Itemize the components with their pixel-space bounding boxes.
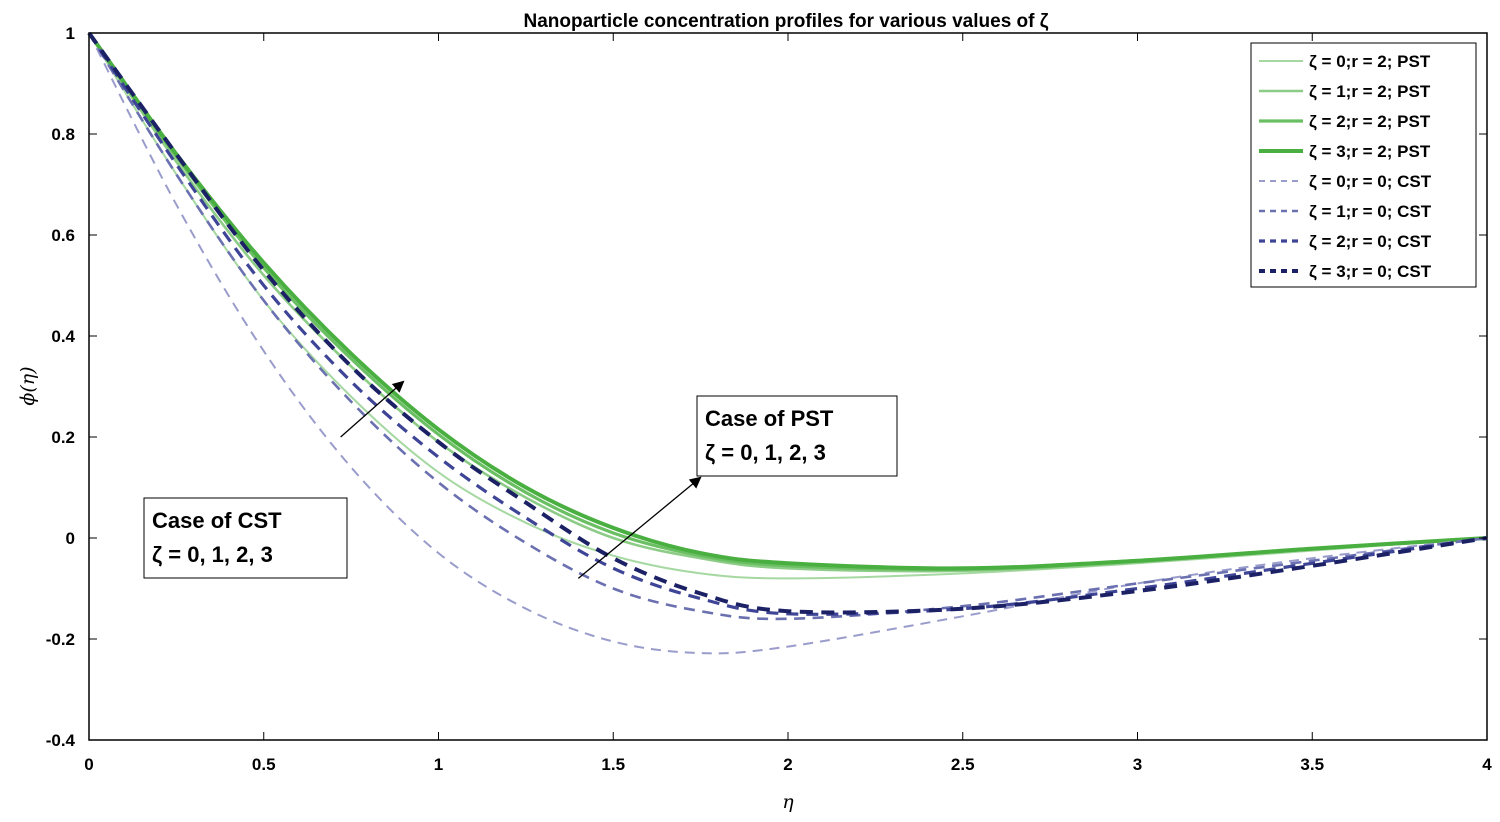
x-tick-label: 3 <box>1133 755 1142 774</box>
y-tick-label: 1 <box>66 24 75 43</box>
x-tick-label: 1.5 <box>601 755 625 774</box>
annotation-arrow <box>577 476 702 579</box>
annotation-box <box>143 497 348 579</box>
series-line <box>87 32 1488 621</box>
legend-item[interactable]: ζ = 2;r = 0; CST <box>1259 232 1432 251</box>
series-line <box>87 32 1488 616</box>
x-tick-label: 2.5 <box>951 755 975 774</box>
legend-item[interactable]: ζ = 1;r = 0; CST <box>1259 202 1432 221</box>
y-tick-label: 0.4 <box>51 327 75 346</box>
legend-box <box>1250 42 1477 288</box>
x-tick-label: 1 <box>434 755 443 774</box>
annotation-text: ζ = 0, 1, 2, 3 <box>152 542 273 567</box>
y-tick-label: 0.8 <box>51 125 75 144</box>
y-tick-label: 0 <box>66 529 75 548</box>
y-tick-label: 0.6 <box>51 226 75 245</box>
annotation-arrow <box>340 380 405 438</box>
x-tick-label: 0.5 <box>252 755 276 774</box>
legend-item[interactable]: ζ = 3;r = 2; PST <box>1259 142 1431 161</box>
series-line <box>87 31 1488 615</box>
x-tick-label: 0 <box>84 755 93 774</box>
legend-label: ζ = 2;r = 0; CST <box>1309 232 1432 251</box>
x-axis-label: η <box>782 791 794 813</box>
annotation-box <box>696 395 898 477</box>
legend-item[interactable]: ζ = 3;r = 0; CST <box>1259 262 1432 281</box>
chart-title: Nanoparticle concentration profiles for … <box>523 11 1048 32</box>
annotations: Case of PST ζ = 0, 1, 2, 3 Case of CST ζ = … <box>143 380 898 579</box>
legend-label: ζ = 3;r = 2; PST <box>1309 142 1431 161</box>
annotation: Case of PST ζ = 0, 1, 2, 3 <box>577 395 898 579</box>
y-axis-label: ϕ(η) <box>17 366 39 405</box>
annotation-text: Case of CST <box>152 508 282 533</box>
legend-item[interactable]: ζ = 0;r = 0; CST <box>1259 172 1432 191</box>
annotation: Case of CST ζ = 0, 1, 2, 3 <box>143 380 405 579</box>
legend[interactable]: ζ = 0;r = 2; PST ζ = 1;r = 2; PST ζ = 2;r … <box>1250 42 1477 288</box>
x-tick-label: 4 <box>1482 755 1492 774</box>
legend-item[interactable]: ζ = 2;r = 2; PST <box>1259 112 1431 131</box>
legend-label: ζ = 0;r = 0; CST <box>1309 172 1432 191</box>
legend-label: ζ = 3;r = 0; CST <box>1309 262 1432 281</box>
x-tick-label: 2 <box>783 755 792 774</box>
legend-label: ζ = 1;r = 0; CST <box>1309 202 1432 221</box>
x-tick-label: 3.5 <box>1300 755 1324 774</box>
annotation-text: ζ = 0, 1, 2, 3 <box>705 440 826 465</box>
axis-ticks: 0 0.5 1 1.5 2 2.5 3 3.5 4 -0.4 -0.2 0 0.2 0.4 0.6 0.8 1 <box>46 24 1493 774</box>
y-tick-label: -0.4 <box>46 731 76 750</box>
legend-item[interactable]: ζ = 1;r = 2; PST <box>1259 82 1431 101</box>
y-tick-label: -0.2 <box>46 630 75 649</box>
annotation-text: Case of PST <box>705 406 834 431</box>
legend-item[interactable]: ζ = 0;r = 2; PST <box>1259 52 1431 71</box>
series-line <box>87 31 1488 571</box>
legend-label: ζ = 0;r = 2; PST <box>1309 52 1431 71</box>
legend-label: ζ = 2;r = 2; PST <box>1309 112 1431 131</box>
legend-label: ζ = 1;r = 2; PST <box>1309 82 1431 101</box>
data-series-group <box>87 31 1488 655</box>
y-tick-label: 0.2 <box>51 428 75 447</box>
